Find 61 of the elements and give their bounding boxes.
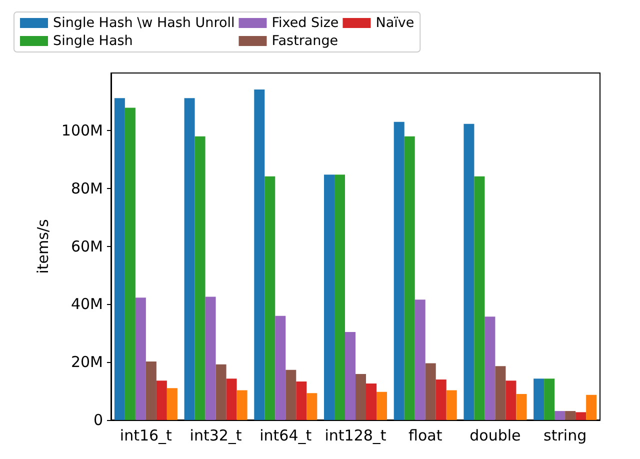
bar xyxy=(184,98,195,420)
bar xyxy=(436,379,446,420)
bar xyxy=(334,174,345,420)
bar xyxy=(484,316,496,420)
y-tick-label: 0 xyxy=(93,411,103,429)
bar xyxy=(205,296,216,420)
bar xyxy=(146,362,156,420)
bar xyxy=(324,174,334,420)
bar xyxy=(474,176,485,420)
bar xyxy=(226,378,237,420)
y-tick-label: 40M xyxy=(70,295,103,314)
bar xyxy=(124,108,136,420)
legend-label: Single Hash \w Hash Unroll xyxy=(53,15,235,31)
bar xyxy=(345,332,356,420)
legend-label: Fastrange xyxy=(272,33,338,49)
bar xyxy=(194,136,206,420)
legend-label: Naïve xyxy=(376,15,414,31)
legend-label: Single Hash xyxy=(53,33,133,49)
bar xyxy=(366,384,376,420)
bar xyxy=(306,393,318,420)
x-tick-label: int64_t xyxy=(260,426,312,444)
x-tick-label: int16_t xyxy=(120,426,172,444)
bar xyxy=(516,394,527,420)
y-axis-title: items/s xyxy=(34,219,52,274)
bar xyxy=(135,298,146,420)
bar xyxy=(534,378,544,420)
bar xyxy=(464,124,474,420)
bar xyxy=(554,411,566,420)
y-tick-label: 20M xyxy=(70,353,103,372)
bar xyxy=(414,300,426,420)
bar xyxy=(216,364,226,420)
y-tick-label: 60M xyxy=(70,237,103,256)
bar xyxy=(156,380,167,420)
y-tick-label: 80M xyxy=(70,179,103,198)
x-tick-label: float xyxy=(408,426,442,444)
bar xyxy=(254,89,265,420)
bar xyxy=(114,98,125,420)
x-tick-label: int32_t xyxy=(190,426,242,444)
bar xyxy=(394,122,404,420)
bar xyxy=(166,388,178,420)
bar xyxy=(356,374,366,420)
bar xyxy=(425,363,436,420)
bar xyxy=(506,380,516,420)
bar xyxy=(586,394,597,420)
x-tick-label: double xyxy=(470,426,521,444)
y-tick-label: 100M xyxy=(61,122,103,140)
x-tick-label: string xyxy=(544,426,587,444)
bar xyxy=(576,412,586,420)
legend-label: Fixed Size xyxy=(272,15,339,31)
bar xyxy=(286,370,296,420)
bar xyxy=(446,390,457,420)
bar xyxy=(275,316,286,420)
bar xyxy=(495,366,506,420)
bar xyxy=(236,390,248,420)
x-tick-label: int128_t xyxy=(324,426,386,444)
bar xyxy=(544,378,555,420)
bar xyxy=(376,392,387,420)
bar xyxy=(264,176,276,420)
bar xyxy=(565,411,576,420)
bar xyxy=(296,382,307,420)
bar xyxy=(404,136,415,420)
